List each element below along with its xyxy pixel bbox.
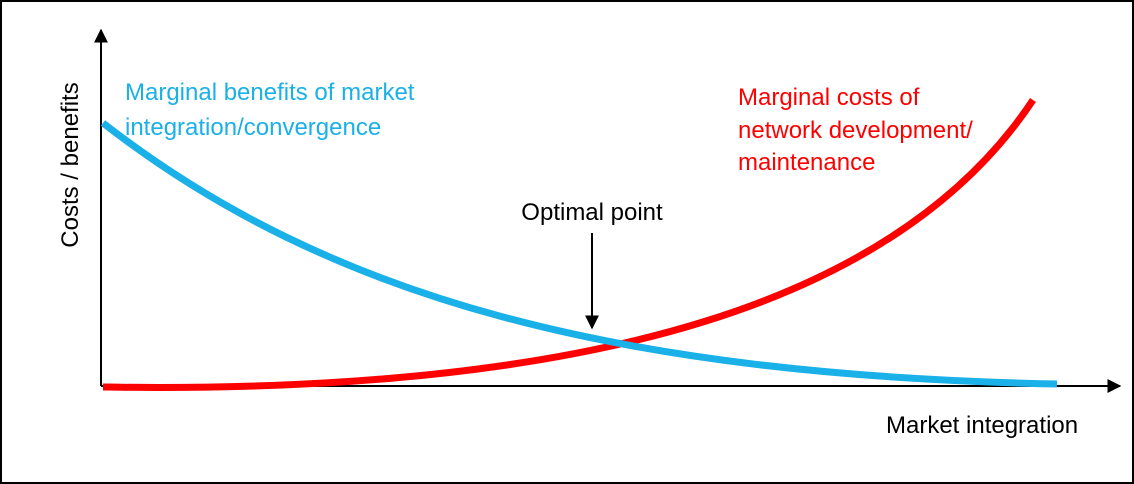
- costs-label: network development/: [738, 117, 973, 144]
- costs-label: maintenance: [738, 149, 875, 176]
- benefits-label: Marginal benefits of market: [125, 79, 415, 106]
- costs-curve: [102, 98, 1036, 391]
- y-axis-label: Costs / benefits: [57, 82, 84, 247]
- x-axis-label: Market integration: [886, 412, 1078, 439]
- benefits-label: integration/convergence: [125, 114, 381, 141]
- costs-label: Marginal costs of: [738, 84, 920, 111]
- annotation: Optimal point: [521, 199, 663, 226]
- benefits-curve: [100, 120, 1058, 388]
